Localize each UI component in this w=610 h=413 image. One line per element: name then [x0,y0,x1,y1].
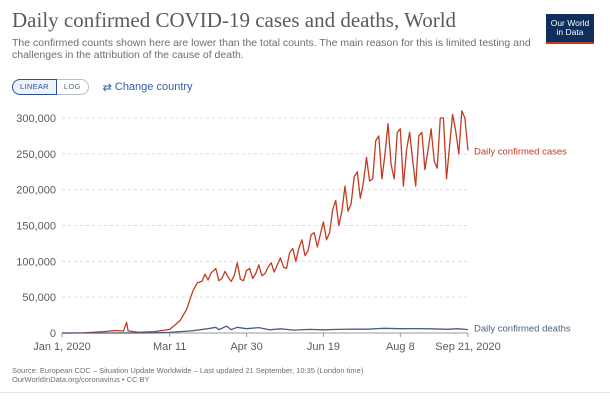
y-tick-label: 0 [50,328,56,340]
change-country-label: Change country [114,81,193,93]
y-tick-label: 150,000 [16,221,56,233]
log-scale-button[interactable]: LOG [56,79,89,95]
series-layer [61,110,469,334]
x-tick-label: Apr 30 [230,341,262,353]
swap-arrows-icon: ⇄ [102,81,112,94]
footer-divider [0,392,610,393]
license-note[interactable]: OurWorldInData.org/coronavirus • CC BY [12,375,150,384]
logo-line-1: Our World [550,18,590,28]
chart-controls: LINEAR LOG ⇄ Change country [12,78,193,96]
chart-footer: Source: European CDC – Situation Update … [12,366,512,384]
series-labels: Daily confirmed cases Daily confirmed dea… [474,146,571,334]
series-line-deaths [62,325,469,334]
linear-scale-button[interactable]: LINEAR [12,79,57,95]
y-tick-label: 300,000 [16,113,56,125]
x-tick-label: Aug 8 [386,341,415,353]
x-tick-label: Jun 19 [307,341,340,353]
x-axis: Jan 1, 2020 Mar 11 Apr 30 Jun 19 Aug 8 Sep 21… [33,333,501,353]
y-axis: 0 50,000 100,000 150,000 200,000 250,000 300,0… [16,113,56,340]
y-tick-label: 50,000 [22,292,56,304]
grid-layer [62,117,468,334]
source-note: Source: European CDC – Situation Update … [12,366,364,375]
chart-subtitle: The confirmed counts shown here are lowe… [12,37,531,61]
x-tick-label: Jan 1, 2020 [33,341,91,353]
x-tick-label: Mar 11 [153,341,186,353]
x-tick-label: Sep 21, 2020 [435,341,500,353]
y-tick-label: 250,000 [16,149,56,161]
chart-title: Daily confirmed COVID-19 cases and death… [12,8,457,32]
change-country-button[interactable]: ⇄ Change country [103,81,193,94]
y-tick-label: 200,000 [16,185,56,197]
series-label-deaths: Daily confirmed deaths [474,324,571,335]
logo-line-2: in Data [556,27,584,37]
series-label-cases: Daily confirmed cases [474,146,567,157]
logo-accent-bar [546,42,594,44]
owid-logo[interactable]: Our World in Data [546,14,594,44]
y-tick-label: 100,000 [16,256,56,268]
series-line-cases [61,110,469,334]
